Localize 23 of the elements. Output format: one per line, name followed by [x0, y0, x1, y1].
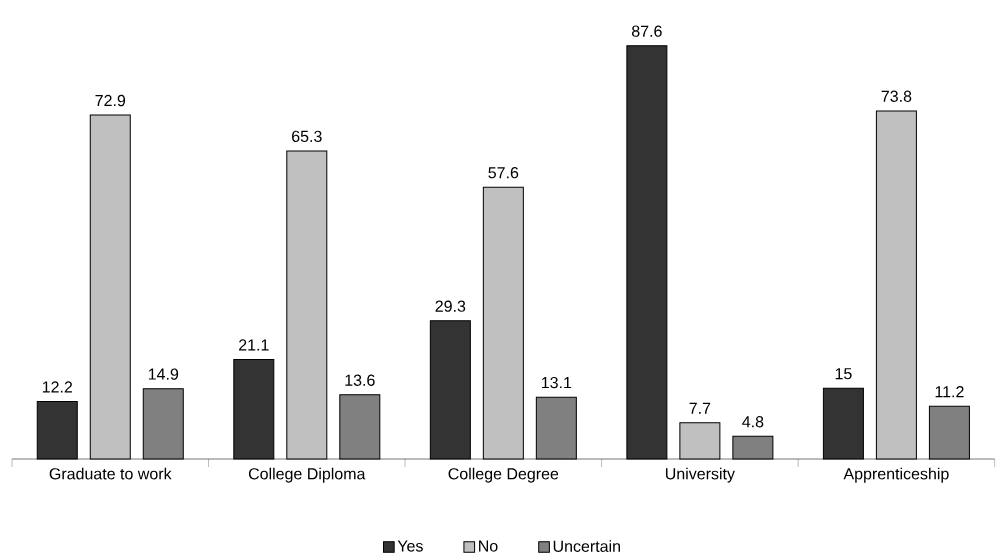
x-tick-label: College Degree: [448, 467, 559, 483]
data-label: 73.8: [881, 90, 912, 102]
x-tick-label: College Diploma: [248, 467, 366, 483]
data-label: 7.7: [689, 402, 711, 414]
data-label: 12.2: [42, 381, 73, 393]
legend-label: No: [479, 540, 498, 552]
data-label: 15: [835, 368, 852, 380]
x-tick-label: Apprenticeship: [843, 467, 949, 483]
data-label: 4.8: [742, 416, 764, 428]
legend-label: Uncertain: [553, 540, 620, 552]
x-tick-label: University: [665, 467, 735, 483]
data-label: 65.3: [292, 130, 322, 143]
data-label: 21.1: [239, 339, 269, 351]
data-label: 13.6: [345, 374, 375, 386]
data-label: 72.9: [95, 94, 126, 107]
data-label: 13.1: [541, 376, 572, 389]
x-tick-label: Graduate to work: [49, 467, 172, 480]
legend-label: Yes: [397, 540, 423, 552]
data-label: 11.2: [935, 386, 964, 398]
data-label: 87.6: [632, 25, 662, 37]
data-label: 57.6: [488, 167, 519, 179]
data-label: 14.9: [148, 368, 179, 380]
data-label: 29.3: [435, 300, 466, 312]
